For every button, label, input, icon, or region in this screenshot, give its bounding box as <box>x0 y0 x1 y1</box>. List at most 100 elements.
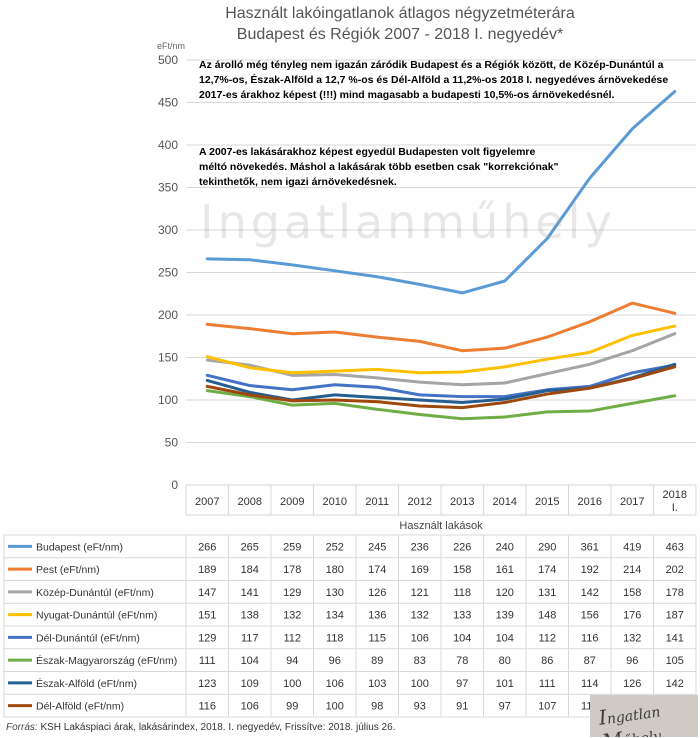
data-table-value: 97 <box>499 701 511 713</box>
x-category-label: 2017 <box>620 496 644 508</box>
legend-label: Dél-Dunántúl (eFt/nm) <box>36 632 140 644</box>
data-table-value: 106 <box>326 678 344 690</box>
data-table-value: 109 <box>241 678 259 690</box>
legend-label: Nyugat-Dunántúl (eFt/nm) <box>36 610 157 622</box>
data-table-value: 107 <box>538 701 556 713</box>
data-table-value: 189 <box>198 564 216 576</box>
x-category-label: 2011 <box>365 496 389 508</box>
data-table-value: 100 <box>283 678 301 690</box>
data-table-value: 156 <box>581 610 599 622</box>
legend-label: Dél-Alföld (eFt/nm) <box>36 701 124 713</box>
data-table-value: 118 <box>453 587 471 599</box>
data-table-value: 106 <box>241 701 259 713</box>
y-tick-label: 350 <box>158 181 178 195</box>
data-table-value: 120 <box>496 587 514 599</box>
data-table-value: 126 <box>623 678 641 690</box>
series-line <box>205 389 677 421</box>
data-table-value: 290 <box>538 541 556 553</box>
data-table-value: 419 <box>623 541 641 553</box>
series-line <box>205 89 677 295</box>
data-table-value: 132 <box>283 610 301 622</box>
data-table-value: 104 <box>241 655 259 667</box>
data-table-value: 97 <box>456 678 468 690</box>
data-table-value: 100 <box>326 701 344 713</box>
data-table-value: 463 <box>666 541 684 553</box>
y-tick-label: 0 <box>171 478 178 492</box>
data-table-value: 226 <box>453 541 471 553</box>
data-table-value: 129 <box>198 632 216 644</box>
data-table-value: 87 <box>584 655 596 667</box>
legend-label: Észak-Magyarország (eFt/nm) <box>36 654 177 667</box>
series-line <box>205 363 677 399</box>
data-table-value: 151 <box>198 610 216 622</box>
data-table-value: 161 <box>496 564 514 576</box>
data-table-value: 80 <box>499 655 511 667</box>
x-category-label: 2016 <box>578 496 602 508</box>
x-category-label: 2013 <box>450 496 474 508</box>
data-table-value: 117 <box>241 632 259 644</box>
x-category-label: 2014 <box>493 496 517 508</box>
data-table-value: 178 <box>666 587 684 599</box>
x-category-label: 2007 <box>195 496 219 508</box>
annotation-note-2: A 2007-es lakásárakhoz képest egyedül Bu… <box>199 146 559 188</box>
data-table-value: 93 <box>414 701 426 713</box>
series-line <box>205 365 677 410</box>
data-table-value: 184 <box>241 564 259 576</box>
y-tick-label: 450 <box>158 96 178 110</box>
data-table-value: 115 <box>368 632 386 644</box>
y-tick-label: 200 <box>158 308 178 322</box>
data-table-value: 266 <box>198 541 216 553</box>
data-table-value: 141 <box>241 587 259 599</box>
series-line <box>205 324 677 375</box>
data-table-value: 136 <box>368 610 386 622</box>
data-table-value: 98 <box>371 701 383 713</box>
x-axis-label: Használt lakások <box>399 520 483 532</box>
data-table-value: 142 <box>666 678 684 690</box>
data-table-value: 134 <box>326 610 344 622</box>
chart-title-line2: Budapest és Régiók 2007 - 2018 I. negyed… <box>236 26 564 43</box>
data-table-value: 158 <box>453 564 471 576</box>
data-table-value: 158 <box>623 587 641 599</box>
data-table-value: 112 <box>538 632 556 644</box>
data-table-value: 116 <box>198 701 216 713</box>
data-table-value: 174 <box>538 564 556 576</box>
y-tick-label: 250 <box>158 266 178 280</box>
data-table-value: 259 <box>283 541 301 553</box>
x-category-label-suffix: I. <box>672 502 678 514</box>
chart-title-line1: Használt lakóingatlanok átlagos négyzetm… <box>225 5 575 22</box>
data-table-value: 118 <box>326 632 344 644</box>
legend-label: Budapest (eFt/nm) <box>36 541 123 553</box>
data-table-value: 83 <box>414 655 426 667</box>
data-table-value: 138 <box>241 610 259 622</box>
data-table-value: 89 <box>371 655 383 667</box>
data-table-value: 202 <box>666 564 684 576</box>
data-table-value: 240 <box>496 541 514 553</box>
data-table-value: 187 <box>666 610 684 622</box>
x-category-label: 2010 <box>323 496 347 508</box>
x-category-label: 2008 <box>238 496 262 508</box>
series-line <box>205 301 677 353</box>
y-tick-label: 50 <box>165 436 179 450</box>
data-table-value: 252 <box>326 541 344 553</box>
x-category-label: 2015 <box>535 496 559 508</box>
data-table-value: 111 <box>539 678 556 690</box>
watermark: Ingatlanműhely <box>200 195 616 249</box>
y-axis-unit-label: eFt/nm <box>157 41 186 51</box>
x-category-label: 2009 <box>280 496 304 508</box>
data-table-value: 96 <box>329 655 341 667</box>
legend-label: Közép-Dunántúl (eFt/nm) <box>36 587 154 599</box>
series-line <box>205 332 677 387</box>
source-label: Forrás: <box>6 722 38 733</box>
data-table-value: 132 <box>623 632 641 644</box>
chart-title: Használt lakóingatlanok átlagos négyzetm… <box>150 3 650 45</box>
source-text: KSH Lakáspiaci árak, lakásárindex, 2018.… <box>40 722 396 733</box>
data-table-value: 131 <box>538 587 556 599</box>
data-table-value: 99 <box>286 701 298 713</box>
y-tick-label: 400 <box>158 138 178 152</box>
logo-lettering: Ingatlan Műhely <box>597 704 662 737</box>
data-table-value: 214 <box>623 564 641 576</box>
data-table-value: 86 <box>541 655 553 667</box>
data-table-value: 112 <box>283 632 301 644</box>
y-tick-label: 100 <box>158 393 178 407</box>
